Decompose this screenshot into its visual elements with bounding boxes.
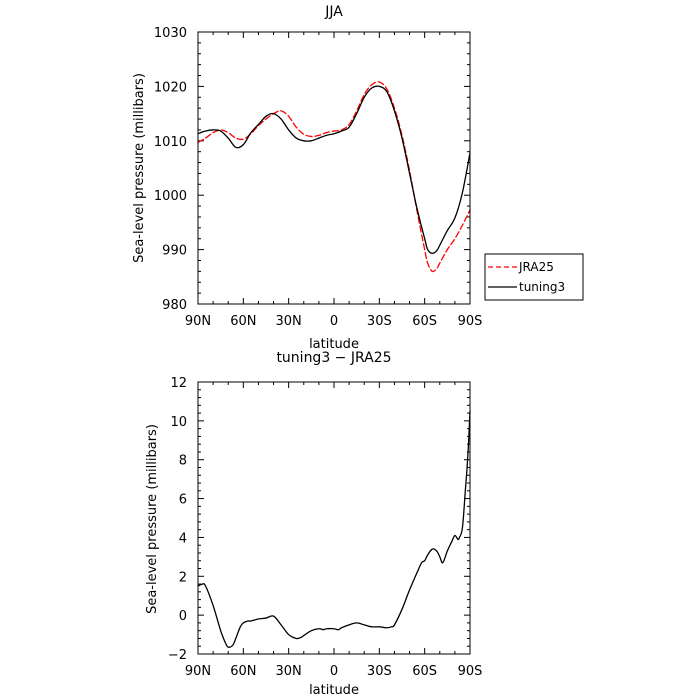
tick-group [197,31,471,305]
x-tick-label: 90N [185,664,211,679]
x-tick-label: 30S [367,664,392,679]
x-axis-label: latitude [309,337,359,352]
y-tick-label: 1030 [154,26,187,41]
chart-title: tuning3 − JRA25 [276,350,391,366]
y-tick-label: 1000 [154,189,187,204]
y-tick-label: 8 [179,454,187,469]
legend-label-tuning3: tuning3 [519,280,565,294]
x-tick-label: 0 [330,314,338,329]
y-tick-label: 980 [162,298,187,313]
tick-label-group: 90N 60N 30N 0 30S 60S 90S 980 990 1000 1010 1020 103… [154,26,482,329]
legend: JRA25 tuning3 [484,253,584,301]
y-axis-label: Sea-level pressure (millibars) [132,73,147,263]
x-tick-label: 30S [367,314,392,329]
x-tick-label: 90S [458,664,483,679]
x-tick-label: 0 [330,664,338,679]
x-tick-label: 60N [230,664,256,679]
x-tick-label: 90S [458,314,483,329]
y-tick-label: 12 [170,376,187,391]
x-axis-label: latitude [309,683,359,698]
legend-box [484,253,584,301]
y-tick-label: −2 [168,648,187,663]
x-tick-label: 90N [185,314,211,329]
x-tick-label: 60N [230,314,256,329]
chart-panel-top: JJA latitude Sea-level pressure (milliba… [132,4,584,352]
y-tick-label: 990 [162,244,187,259]
chart-title: JJA [324,4,343,20]
x-tick-label: 30N [276,664,302,679]
x-tick-label: 60S [412,664,437,679]
tick-label-group: 90N 60N 30N 0 30S 60S 90S −2 0 2 4 6 8 10 12 [168,376,483,679]
y-tick-label: 1020 [154,80,187,95]
x-tick-label: 30N [276,314,302,329]
series-line-jra25 [197,81,471,273]
y-tick-label: 2 [179,570,187,585]
series-line-tuning3 [197,85,471,255]
series-group [197,81,471,273]
y-tick-label: 10 [170,415,187,430]
y-tick-label: 6 [179,493,187,508]
chart-panel-bottom: tuning3 − JRA25 latitude Sea-level press… [145,350,482,698]
series-group [197,410,471,648]
tick-group [197,381,471,655]
plot-frame [197,381,471,655]
x-tick-label: 60S [412,314,437,329]
y-tick-label: 4 [179,531,187,546]
series-line-difference [197,410,471,648]
y-axis-label: Sea-level pressure (millibars) [145,424,160,614]
y-tick-label: 1010 [154,135,187,150]
plot-frame [197,31,471,305]
y-tick-label: 0 [179,609,187,624]
legend-label-jra25: JRA25 [518,260,554,274]
